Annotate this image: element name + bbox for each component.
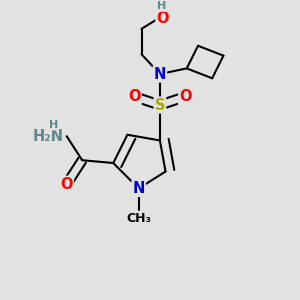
Text: O: O: [60, 177, 73, 192]
Text: H: H: [157, 1, 166, 11]
Text: CH₃: CH₃: [126, 212, 151, 225]
Text: O: O: [179, 89, 192, 104]
Text: N: N: [133, 181, 145, 196]
Text: H: H: [49, 120, 58, 130]
Text: O: O: [157, 11, 169, 26]
Text: O: O: [128, 89, 141, 104]
Text: N: N: [154, 67, 166, 82]
Text: S: S: [154, 98, 165, 112]
Text: H₂N: H₂N: [33, 129, 64, 144]
